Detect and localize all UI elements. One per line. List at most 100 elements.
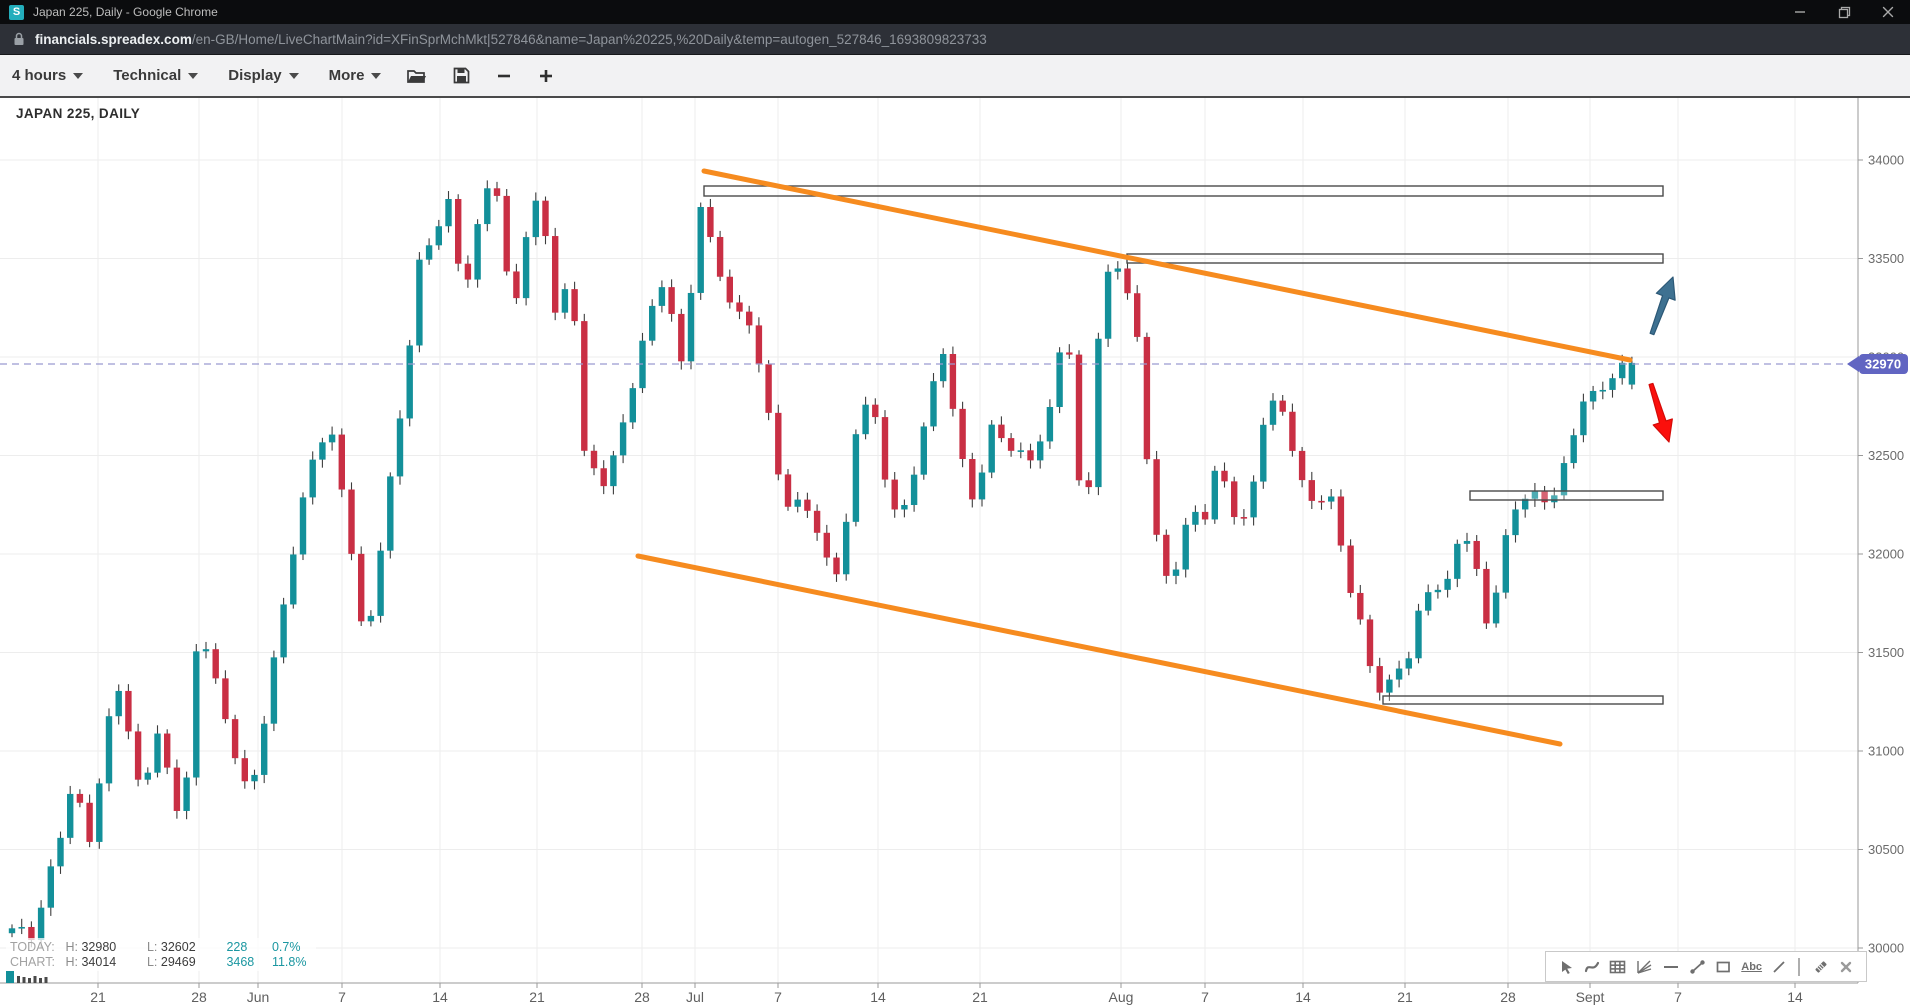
date-axis-label: Aug [1109,989,1134,1005]
mini-histogram-bar [28,978,31,983]
candle-body [1395,668,1403,680]
candle-body [1619,362,1626,379]
horizontal-line-icon[interactable] [1662,959,1680,975]
candle-body [920,426,927,475]
rectangle-icon[interactable] [1715,959,1732,975]
candle-body [1541,491,1548,503]
chart-low: 29469 [160,954,196,969]
candle-body [144,772,151,780]
restore-button[interactable] [1822,0,1866,24]
upper-channel-trendline[interactable] [701,168,1633,363]
timeframe-dropdown[interactable]: 4 hours [12,67,84,84]
save-icon[interactable] [453,67,470,84]
candle-body [716,236,724,277]
minimize-button[interactable] [1778,0,1822,24]
chevron-down-icon [188,72,199,79]
candle-body [348,489,355,554]
candle-body [552,236,559,313]
candle-body [1463,540,1471,544]
open-folder-icon[interactable] [407,68,427,84]
url-path: /en-GB/Home/LiveChartMain?id=XFinSprMchM… [191,31,987,47]
trendline-icon[interactable] [1689,959,1706,975]
diagonal-line-icon[interactable] [1771,959,1787,975]
price-axis-label: 31000 [1868,744,1904,759]
support-box-4[interactable] [1382,695,1664,705]
candle-body [610,455,617,487]
url-bar[interactable]: financials.spreadex.com/en-GB/Home/LiveC… [0,24,1910,55]
display-dropdown[interactable]: Display [228,67,299,84]
zoom-in-icon[interactable] [538,68,554,84]
date-axis-label: Sept [1576,989,1605,1005]
candle-body [358,553,365,622]
candle-body [319,442,326,460]
candle-body [707,207,714,237]
candle-body [1260,424,1267,482]
plot-frame [0,98,1859,984]
price-axis-label: 31500 [1868,645,1904,660]
chart-drawings[interactable] [635,168,1676,747]
price-axis-label: 30500 [1868,842,1904,857]
resistance-box-3[interactable] [1469,490,1664,501]
grid-icon[interactable] [1609,959,1626,975]
candle-body [1531,491,1539,499]
candle-body [183,777,190,811]
resistance-box-2[interactable] [1126,253,1664,264]
display-dropdown-label: Display [228,67,282,84]
candle-body [1434,589,1442,593]
candle-body [852,434,860,522]
text-icon[interactable]: Abc [1741,960,1763,973]
zoom-out-icon[interactable] [496,68,512,84]
price-axis-label: 32000 [1868,547,1904,562]
candle-body [590,450,598,469]
resistance-box-1[interactable] [703,185,1664,197]
candle-body [1201,511,1209,520]
candle-body [425,245,433,260]
candle-body [755,325,763,365]
candle-body [387,476,394,551]
candle-body [416,259,423,346]
candle-body [202,649,210,652]
candle-body [377,550,384,616]
candle-body [581,321,588,451]
candle-body [1163,534,1170,576]
candle-body [765,364,772,413]
more-dropdown[interactable]: More [329,67,382,84]
date-axis-label: 21 [90,989,106,1005]
candle-body [1347,545,1354,593]
candle-body [105,716,113,784]
chart-title: JAPAN 225, DAILY [16,106,141,121]
current-price-value: 32970 [1865,357,1901,372]
candle-body [522,237,530,299]
chevron-down-icon [288,72,299,79]
close-icon[interactable] [1839,960,1853,974]
candle-body [1328,496,1335,502]
candle-body [212,649,219,679]
date-axis: 21 28 Jun 7 14 21 28 Jul 7 14 21 Aug 7 14 21 28 Sept 7 14 [90,983,1803,1005]
candle-body [270,657,278,724]
cursor-icon[interactable] [1559,959,1575,975]
window-controls [1778,0,1910,24]
volume-mini-histogram [6,971,48,983]
down-arrow[interactable] [1648,382,1673,443]
candle-body [474,224,481,280]
candle-body [649,305,656,341]
date-axis-label: 7 [774,989,782,1005]
technical-dropdown[interactable]: Technical [113,67,199,84]
candle-body [164,733,171,768]
candle-body [309,459,316,498]
chart-stats: TODAY: H: 32980 L: 32602 228 0.7% CHART:… [6,938,317,971]
price-axis-label: 32500 [1868,448,1904,463]
lower-channel-trendline[interactable] [635,553,1563,747]
candle-body [134,731,142,780]
today-stats-row: TODAY: H: 32980 L: 32602 228 0.7% [10,940,301,954]
curve-icon[interactable] [1584,959,1600,975]
candle-body [697,207,704,293]
marker-icon[interactable] [1812,959,1830,975]
fan-lines-icon[interactable] [1636,959,1653,975]
candle-body [1269,400,1277,425]
candle-body [406,345,413,419]
close-button[interactable] [1866,0,1910,24]
up-arrow[interactable] [1649,276,1676,336]
